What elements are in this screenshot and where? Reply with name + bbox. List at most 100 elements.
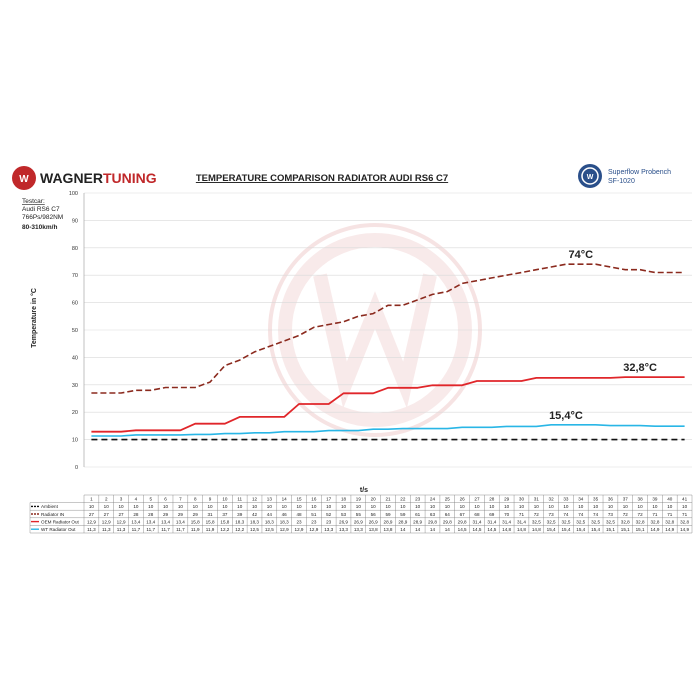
table-header-cell: 14 [282,497,288,502]
table-cell-wt-radiator-out: 13,8 [369,527,378,532]
table-cell-oem-radiator-out: 13,4 [176,519,185,524]
table-cell-radiator-in: 71 [652,512,658,517]
table-header-cell: 17 [326,497,332,502]
table-header-cell: 41 [682,497,688,502]
grid [83,192,692,468]
table-cell-ambient: 10 [326,504,332,509]
table-header-cell: 6 [164,497,167,502]
table-header-cell: 5 [149,497,152,502]
table-cell-oem-radiator-out: 12,9 [87,519,96,524]
table-cell-ambient: 10 [534,504,540,509]
y-axis-label: Temperature in °C [30,288,38,348]
table-cell-oem-radiator-out: 31,4 [472,519,481,524]
table-header-cell: 18 [341,497,347,502]
table-cell-radiator-in: 69 [489,512,495,517]
testcar-label: Testcar: [22,198,45,205]
table-header-cell: 24 [430,497,436,502]
table-cell-radiator-in: 48 [296,512,302,517]
table-header-cell: 7 [179,497,182,502]
table-cell-ambient: 10 [430,504,436,509]
svg-text:WAGNERTUNING: WAGNERTUNING [40,170,157,186]
table-cell-wt-radiator-out: 11,3 [87,527,96,532]
table-cell-radiator-in: 71 [519,512,525,517]
table-cell-oem-radiator-out: 26,9 [354,519,363,524]
table-cell-oem-radiator-out: 23 [296,519,302,524]
table-header-cell: 33 [563,497,569,502]
testcar-speed: 80-310km/h [22,224,57,231]
table-cell-ambient: 10 [252,504,258,509]
table-cell-ambient: 10 [311,504,317,509]
table-cell-radiator-in: 72 [534,512,540,517]
table-cell-radiator-in: 51 [311,512,317,517]
table-cell-oem-radiator-out: 26,9 [369,519,378,524]
table-cell-radiator-in: 31 [207,512,213,517]
table-cell-wt-radiator-out: 11,3 [102,527,111,532]
table-cell-ambient: 10 [593,504,599,509]
table-cell-oem-radiator-out: 18,3 [265,519,274,524]
table-cell-wt-radiator-out: 12,2 [220,527,229,532]
table-header-cell: 25 [445,497,451,502]
table-cell-ambient: 10 [563,504,569,509]
table-cell-radiator-in: 28 [148,512,154,517]
table-cell-ambient: 10 [222,504,228,509]
table-header-cell: 12 [252,497,258,502]
table-header-cell: 37 [623,497,629,502]
bench-model: SF-1020 [608,178,635,185]
legend-label-wt-radiator-out: WT Radiator Out [41,527,76,532]
table-cell-oem-radiator-out: 32,5 [591,519,600,524]
y-tick-90: 90 [72,218,78,224]
y-tick-30: 30 [72,383,78,389]
series-line-oem-radiator-out [91,376,685,433]
table-cell-ambient: 10 [237,504,243,509]
table-header-cell: 10 [222,497,228,502]
y-tick-labels: 0 10 20 30 40 50 60 70 80 90 100 [69,191,78,471]
annotation-0: 74°C [568,249,593,261]
annotations: 74°C 32,8°C 15,4°C [549,249,657,422]
table-cell-radiator-in: 27 [104,512,110,517]
table-cell-wt-radiator-out: 14 [445,527,451,532]
table-cell-wt-radiator-out: 13,8 [384,527,393,532]
table-cell-ambient: 10 [89,504,95,509]
table-header-cell: 1 [90,497,93,502]
annotation-1: 32,8°C [623,362,657,374]
table-cell-oem-radiator-out: 15,8 [206,519,215,524]
series-line-radiator-in [91,263,685,394]
table-cell-radiator-in: 28 [133,512,139,517]
table-header-cell: 15 [296,497,302,502]
table-cell-ambient: 10 [356,504,362,509]
table-cell-ambient: 10 [163,504,169,509]
table-cell-radiator-in: 70 [504,512,510,517]
table-cell-wt-radiator-out: 14,8 [502,527,511,532]
table-cell-oem-radiator-out: 28,9 [398,519,407,524]
table-header-cell: 20 [371,497,377,502]
table-header-cell: 21 [385,497,391,502]
table-cell-wt-radiator-out: 15,1 [621,527,630,532]
table-cell-wt-radiator-out: 15,4 [561,527,570,532]
table-cell-radiator-in: 67 [460,512,466,517]
table-cell-wt-radiator-out: 11,7 [176,527,185,532]
table-cell-wt-radiator-out: 13,3 [324,527,333,532]
data-table: 1 2 3 4 5 6 7 8 9 10 11 12 13 14 15 16 17 18 19 20 21 22 23 24 2… [29,494,693,534]
table-cell-oem-radiator-out: 32,5 [576,519,585,524]
table-cell-oem-radiator-out: 32,5 [532,519,541,524]
table-cell-oem-radiator-out: 32,8 [621,519,630,524]
table-header-cell: 4 [135,497,138,502]
table-cell-radiator-in: 71 [667,512,673,517]
table-cell-wt-radiator-out: 12,9 [280,527,289,532]
table-cell-wt-radiator-out: 11,9 [191,527,200,532]
table-cell-ambient: 10 [474,504,480,509]
table-cell-radiator-in: 44 [267,512,273,517]
table-cell-ambient: 10 [296,504,302,509]
table-cell-ambient: 10 [638,504,644,509]
table-cell-radiator-in: 37 [222,512,228,517]
table-cell-oem-radiator-out: 12,9 [102,519,111,524]
table-cell-ambient: 10 [148,504,154,509]
table-cell-radiator-in: 55 [356,512,362,517]
table-cell-ambient: 10 [667,504,673,509]
table-cell-oem-radiator-out: 18,3 [280,519,289,524]
table-header-cell: 9 [209,497,212,502]
table-cell-radiator-in: 64 [445,512,451,517]
table-cell-oem-radiator-out: 18,3 [250,519,259,524]
table-cell-ambient: 10 [682,504,688,509]
table-cell-radiator-in: 59 [385,512,391,517]
